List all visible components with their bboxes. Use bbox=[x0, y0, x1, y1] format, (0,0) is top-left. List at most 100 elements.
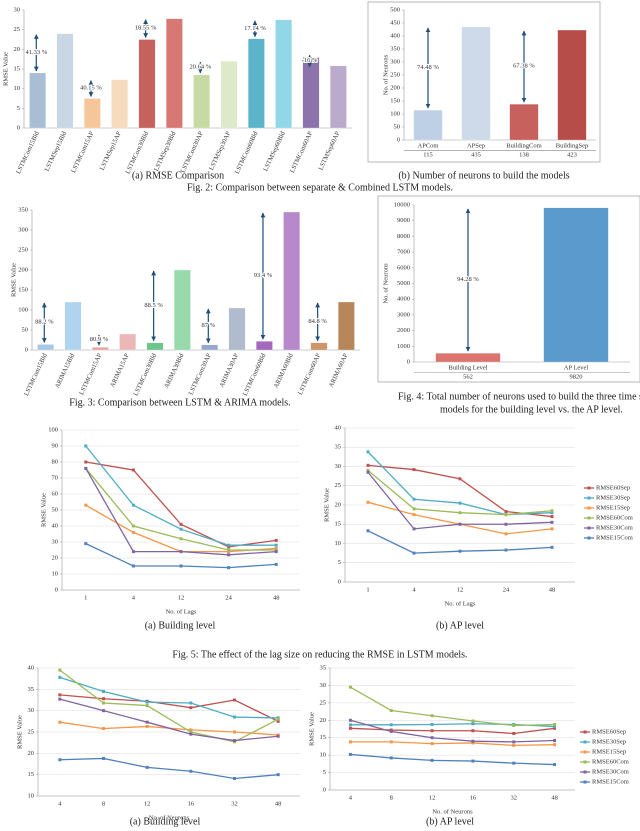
x-tick-label: 48 bbox=[551, 794, 558, 801]
point-marker bbox=[504, 522, 508, 526]
x-tick-label: ARIMA60AP bbox=[328, 352, 350, 388]
bar bbox=[146, 342, 164, 351]
panel-caption: (b) Number of neurons to build the model… bbox=[398, 170, 569, 181]
x-tick-label: 16 bbox=[188, 800, 195, 807]
y-tick-label: 20 bbox=[28, 750, 35, 757]
legend-marker bbox=[583, 750, 587, 754]
bar bbox=[228, 307, 246, 351]
point-marker bbox=[430, 714, 434, 718]
point-marker bbox=[131, 530, 135, 534]
point-marker bbox=[58, 697, 62, 701]
legend-marker bbox=[587, 486, 591, 490]
point-marker bbox=[179, 527, 183, 531]
y-tick-label: 10 bbox=[320, 752, 327, 759]
x-tick-label: 48 bbox=[275, 800, 282, 807]
y-tick-label: 25 bbox=[335, 482, 342, 489]
y-tick-label: 30 bbox=[320, 682, 327, 689]
bar bbox=[310, 342, 328, 351]
y-tick-label: 10000 bbox=[394, 201, 410, 208]
point-marker bbox=[550, 509, 554, 513]
figure-caption: models for the building level vs. the AP… bbox=[440, 404, 623, 415]
point-marker bbox=[550, 520, 554, 524]
y-tick-label: 15 bbox=[28, 771, 35, 778]
x-tick-label: ARIMA30AP bbox=[218, 352, 240, 388]
legend-marker bbox=[587, 536, 591, 540]
annotation: 74.48 % bbox=[417, 64, 439, 71]
point-marker bbox=[84, 542, 88, 546]
point-marker bbox=[227, 548, 231, 552]
point-marker bbox=[430, 758, 434, 762]
point-marker bbox=[366, 450, 370, 454]
point-marker bbox=[102, 709, 105, 713]
point-marker bbox=[553, 743, 557, 747]
y-tick-label: 20 bbox=[52, 554, 59, 561]
y-tick-label: 35 bbox=[335, 444, 342, 451]
point-marker bbox=[389, 740, 393, 744]
annotation: 87 % bbox=[202, 322, 216, 329]
y-tick-label: 0 bbox=[407, 358, 410, 365]
annotation: 84.8 % bbox=[308, 318, 327, 325]
legend-label: RMSE60Com bbox=[596, 514, 633, 521]
point-marker bbox=[131, 564, 135, 568]
point-marker bbox=[512, 740, 516, 744]
point-marker bbox=[512, 724, 516, 728]
point-marker bbox=[348, 718, 352, 722]
panel-frame bbox=[367, 1, 601, 163]
bar bbox=[220, 60, 238, 129]
point-marker bbox=[458, 501, 462, 505]
table-value: 435 bbox=[471, 151, 481, 158]
y-tick-label: 300 bbox=[18, 226, 28, 233]
point-marker bbox=[512, 761, 516, 765]
y-axis-label: RMSE Value bbox=[16, 715, 23, 749]
bar bbox=[509, 103, 539, 141]
annotation: 94.28 % bbox=[457, 276, 479, 283]
point-marker bbox=[389, 709, 393, 713]
point-marker bbox=[412, 513, 416, 517]
annotation: 80.9 % bbox=[90, 336, 109, 343]
point-marker bbox=[145, 724, 149, 728]
bar bbox=[56, 33, 74, 129]
table-category: AP Level bbox=[564, 364, 589, 371]
figure-caption: Fig. 2: Comparison between separate & Co… bbox=[187, 182, 453, 193]
table-value: 562 bbox=[463, 373, 473, 380]
y-tick-label: 40 bbox=[52, 522, 59, 529]
annotation: 93.4 % bbox=[254, 272, 273, 279]
point-marker bbox=[504, 548, 508, 552]
point-marker bbox=[512, 743, 516, 747]
x-tick-label: LSTMCom15AP bbox=[70, 130, 95, 174]
y-tick-label: 7000 bbox=[397, 249, 410, 256]
x-tick-label: LSTMCom30Bld bbox=[132, 352, 158, 397]
y-tick-label: 400 bbox=[390, 32, 400, 39]
legend-label: RMSE15Com bbox=[592, 778, 629, 785]
y-tick-label: 250 bbox=[390, 71, 400, 78]
point-marker bbox=[550, 511, 554, 515]
x-tick-label: 24 bbox=[503, 586, 510, 593]
point-marker bbox=[553, 725, 557, 729]
point-marker bbox=[389, 756, 393, 760]
point-marker bbox=[227, 553, 231, 557]
table-category: BuildingSep bbox=[556, 142, 589, 149]
y-tick-label: 25 bbox=[320, 699, 327, 706]
x-tick-label: 12 bbox=[429, 794, 436, 801]
point-marker bbox=[233, 777, 236, 781]
y-tick-label: 100 bbox=[48, 426, 58, 433]
point-marker bbox=[233, 739, 236, 743]
series-line bbox=[350, 719, 555, 743]
y-axis-label: RMSE Value bbox=[10, 263, 17, 297]
legend-label: RMSE30Sep bbox=[592, 738, 626, 745]
legend-marker bbox=[587, 526, 591, 530]
y-tick-label: 20 bbox=[335, 501, 342, 508]
y-tick-label: 200 bbox=[18, 266, 28, 273]
legend-label: RMSE60Sep bbox=[592, 728, 626, 735]
y-tick-label: 150 bbox=[390, 97, 400, 104]
bar bbox=[193, 74, 211, 129]
y-tick-label: 15 bbox=[14, 65, 21, 72]
legend-label: RMSE15Sep bbox=[592, 748, 626, 755]
table-category: APCom bbox=[418, 142, 439, 149]
y-axis-label: RMSE Value bbox=[308, 712, 315, 746]
point-marker bbox=[348, 726, 352, 730]
x-tick-label: LSTMCom15Bld bbox=[15, 130, 41, 175]
point-marker bbox=[412, 527, 416, 531]
point-marker bbox=[412, 468, 416, 472]
point-marker bbox=[348, 752, 352, 756]
